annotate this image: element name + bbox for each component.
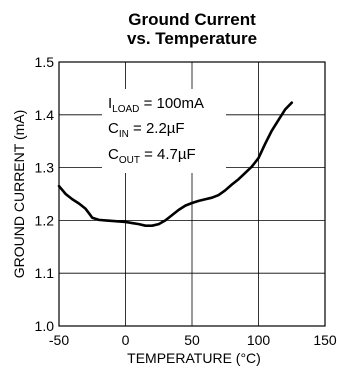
- annotation-background: [102, 89, 226, 173]
- plot-area-border: [58, 61, 326, 327]
- annotations: ILOAD = 100mA CIN = 2.2µF COUT = 4.7µF: [102, 89, 226, 173]
- x-tick-label: 0: [122, 332, 130, 348]
- annotation-cin: CIN = 2.2µF: [108, 120, 185, 140]
- y-tick-label: 1.5: [35, 54, 55, 70]
- x-tick-label: 150: [313, 332, 337, 348]
- annotation-cout-main: C: [108, 146, 119, 163]
- series-group: [57, 101, 294, 227]
- annotation-cin-sub: IN: [119, 129, 129, 140]
- y-tick-label: 1.4: [35, 107, 55, 123]
- annotation-iload-rest: = 100mA: [139, 95, 204, 112]
- x-tick-label: 50: [184, 332, 200, 348]
- y-tick-label: 1.3: [35, 160, 55, 176]
- y-tick-label: 1.1: [35, 265, 55, 281]
- annotation-cin-rest: = 2.2µF: [129, 120, 185, 137]
- annotation-cout-sub: OUT: [119, 155, 140, 166]
- y-tick-label: 1.2: [35, 212, 55, 228]
- x-tick-labels: -50 0 50 100 150: [49, 332, 337, 348]
- annotation-iload: ILOAD = 100mA: [108, 95, 204, 115]
- annotation-cin-main: C: [108, 120, 119, 137]
- y-axis-label: GROUND CURRENT (mA): [11, 110, 27, 279]
- x-axis-label: TEMPERATURE (°C): [127, 350, 261, 366]
- annotation-cout-rest: = 4.7µF: [140, 146, 196, 163]
- annotation-iload-main: I: [108, 95, 112, 112]
- series-line: [57, 101, 294, 227]
- y-tick-labels: 1.0 1.1 1.2 1.3 1.4 1.5: [35, 54, 55, 334]
- x-tick-label: -50: [49, 332, 69, 348]
- annotation-iload-sub: LOAD: [112, 104, 139, 115]
- chart-title-line1: Ground Current: [128, 10, 256, 29]
- y-tick-label: 1.0: [35, 318, 55, 334]
- chart-title-line2: vs. Temperature: [127, 29, 257, 48]
- annotation-cout: COUT = 4.7µF: [108, 146, 196, 166]
- x-tick-label: 100: [247, 332, 271, 348]
